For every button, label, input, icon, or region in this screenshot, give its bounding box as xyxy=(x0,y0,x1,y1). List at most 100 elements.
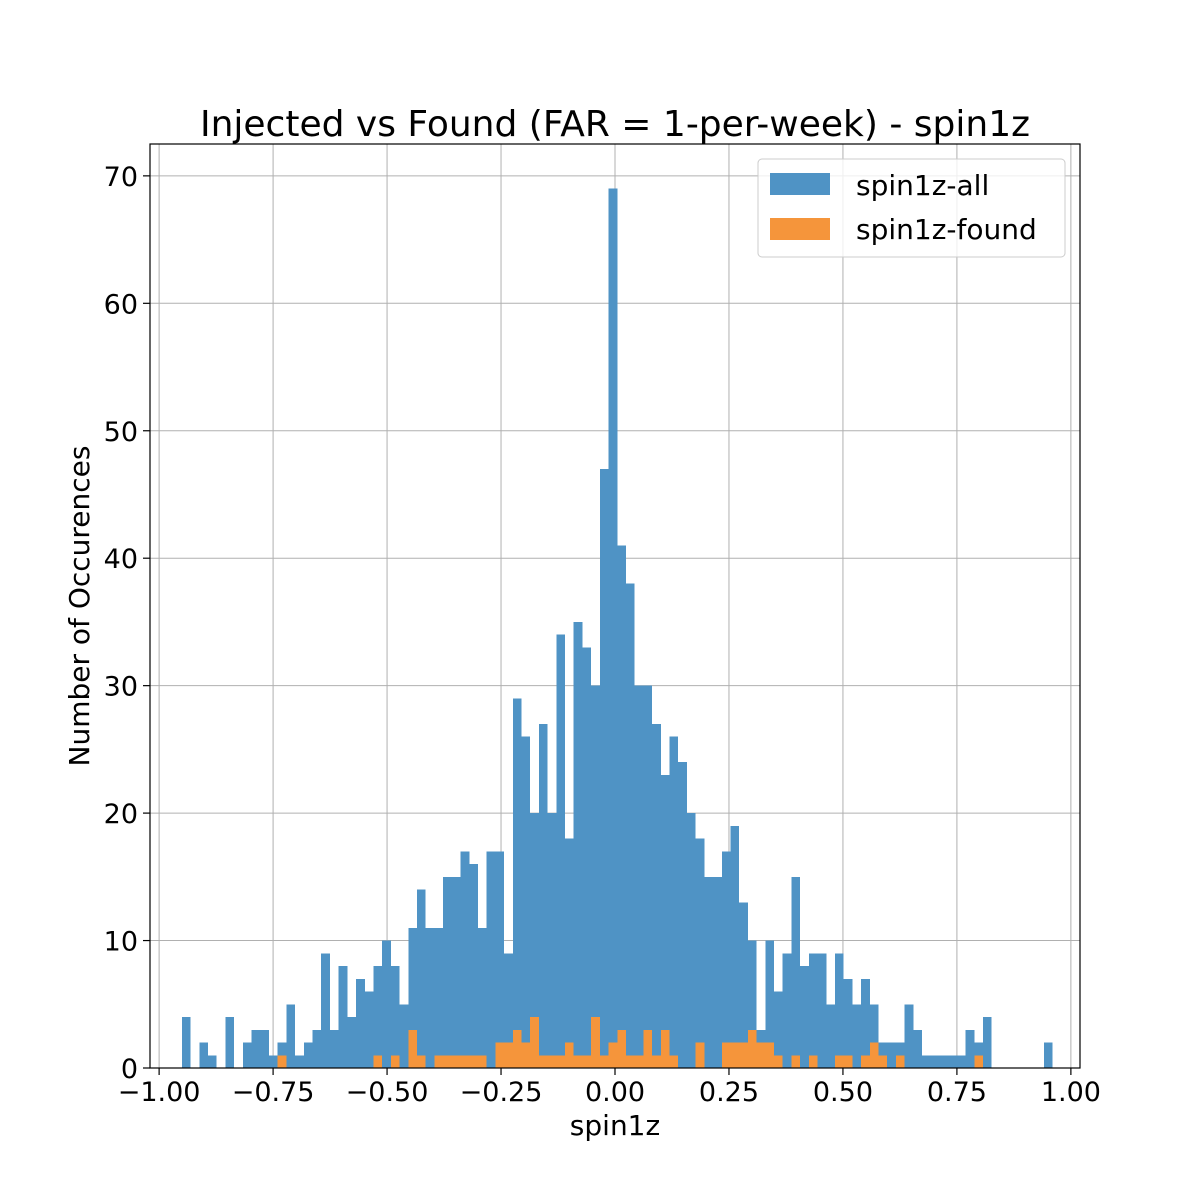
bar-spin1z-all xyxy=(730,825,740,1068)
bar-spin1z-found xyxy=(774,1055,783,1068)
legend: spin1z-all spin1z-found xyxy=(757,158,1066,258)
bar-spin1z-found xyxy=(608,1042,618,1068)
bar-spin1z-found xyxy=(974,1055,983,1068)
y-tick-label: 20 xyxy=(104,799,138,830)
bar-spin1z-found xyxy=(808,1055,818,1068)
bar-spin1z-all xyxy=(460,851,470,1068)
y-tick-label: 0 xyxy=(121,1054,138,1085)
bar-spin1z-all xyxy=(861,978,870,1068)
bar-spin1z-found xyxy=(277,1055,287,1068)
bar-spin1z-all xyxy=(364,991,374,1068)
bar-spin1z-all xyxy=(286,1004,296,1068)
y-tick-label: 50 xyxy=(104,417,138,448)
bar-spin1z-all xyxy=(817,953,827,1068)
bar-spin1z-all xyxy=(582,647,592,1068)
bar-spin1z-all xyxy=(652,723,661,1068)
bar-spin1z-all xyxy=(808,953,818,1068)
bar-spin1z-found xyxy=(843,1055,853,1068)
chart-title: Injected vs Found (FAR = 1-per-week) - s… xyxy=(200,104,1030,145)
bar-spin1z-found xyxy=(721,1042,731,1068)
histogram-bars xyxy=(181,188,1053,1068)
bar-spin1z-all xyxy=(843,978,853,1068)
bar-spin1z-found xyxy=(451,1055,461,1068)
bar-spin1z-found xyxy=(756,1042,766,1068)
bar-spin1z-all xyxy=(486,851,496,1068)
bar-spin1z-all xyxy=(982,1017,992,1068)
bar-spin1z-found xyxy=(582,1055,592,1068)
bar-spin1z-found xyxy=(408,1029,418,1068)
bar-spin1z-found xyxy=(895,1055,905,1068)
x-tick-label: 1.00 xyxy=(1041,1077,1101,1108)
x-tick-label: 0.50 xyxy=(813,1077,873,1108)
x-tick-label: −0.50 xyxy=(346,1077,429,1108)
y-tick-label: 40 xyxy=(104,544,138,575)
bar-spin1z-found xyxy=(477,1055,487,1068)
bar-spin1z-found xyxy=(417,1055,426,1068)
bar-spin1z-all xyxy=(948,1055,957,1068)
bar-spin1z-found xyxy=(434,1055,444,1068)
bar-spin1z-found xyxy=(556,1055,566,1068)
bar-spin1z-all xyxy=(260,1029,269,1068)
bar-spin1z-all xyxy=(390,966,400,1068)
bar-spin1z-all xyxy=(181,1017,191,1068)
bar-spin1z-found xyxy=(634,1055,644,1068)
bar-spin1z-all xyxy=(834,953,844,1068)
bar-spin1z-all xyxy=(443,876,452,1068)
bar-spin1z-found xyxy=(739,1042,748,1068)
bar-spin1z-all xyxy=(852,1004,862,1068)
bar-spin1z-all xyxy=(338,966,348,1068)
bar-spin1z-found xyxy=(695,1042,705,1068)
series-spin1z-found xyxy=(277,1017,983,1068)
bar-spin1z-found xyxy=(504,1042,513,1068)
bar-spin1z-all xyxy=(242,1042,252,1068)
bar-spin1z-all xyxy=(887,1042,896,1068)
bar-spin1z-all xyxy=(251,1029,261,1068)
bar-spin1z-found xyxy=(443,1055,452,1068)
bar-spin1z-found xyxy=(765,1042,775,1068)
y-tick-label: 10 xyxy=(104,927,138,958)
bar-spin1z-all xyxy=(565,838,574,1068)
bar-spin1z-all xyxy=(617,545,626,1068)
bar-spin1z-all xyxy=(199,1042,209,1068)
bar-spin1z-found xyxy=(861,1055,870,1068)
bar-spin1z-all xyxy=(782,953,792,1068)
bar-spin1z-all xyxy=(303,1042,313,1068)
bar-spin1z-all xyxy=(625,583,635,1068)
bar-spin1z-all xyxy=(956,1055,966,1068)
bar-spin1z-all xyxy=(530,813,539,1068)
bar-spin1z-found xyxy=(625,1055,635,1068)
bar-spin1z-all xyxy=(608,188,618,1068)
bar-spin1z-all xyxy=(556,634,566,1068)
bar-spin1z-found xyxy=(617,1029,626,1068)
x-axis-label: spin1z xyxy=(570,1109,660,1142)
x-tick-label: 0.25 xyxy=(699,1077,759,1108)
legend-label-spin1z-all: spin1z-all xyxy=(856,169,989,202)
bar-spin1z-all xyxy=(573,621,583,1068)
bar-spin1z-all xyxy=(373,966,383,1068)
x-tick-label: −1.00 xyxy=(118,1077,201,1108)
legend-label-spin1z-found: spin1z-found xyxy=(856,213,1037,246)
bar-spin1z-all xyxy=(965,1029,975,1068)
bar-spin1z-all xyxy=(504,953,513,1068)
bar-spin1z-all xyxy=(904,1004,914,1068)
bar-spin1z-found xyxy=(469,1055,478,1068)
bar-spin1z-found xyxy=(495,1042,505,1068)
bar-spin1z-all xyxy=(643,685,653,1068)
bar-spin1z-all xyxy=(417,889,426,1068)
bar-spin1z-all xyxy=(329,1029,339,1068)
bar-spin1z-all xyxy=(451,876,461,1068)
x-tick-label: −0.75 xyxy=(232,1077,315,1108)
bar-spin1z-all xyxy=(695,838,705,1068)
bar-spin1z-all xyxy=(1043,1042,1053,1068)
bar-spin1z-all xyxy=(922,1055,931,1068)
bar-spin1z-all xyxy=(312,1029,322,1068)
bar-spin1z-all xyxy=(356,978,365,1068)
x-tick-label: 0.00 xyxy=(585,1077,645,1108)
bar-spin1z-found xyxy=(643,1029,653,1068)
legend-swatch-spin1z-found xyxy=(770,218,830,240)
bar-spin1z-found xyxy=(565,1042,574,1068)
bar-spin1z-found xyxy=(652,1055,661,1068)
bar-spin1z-all xyxy=(800,966,809,1068)
bar-spin1z-found xyxy=(669,1055,679,1068)
bar-spin1z-all xyxy=(939,1055,949,1068)
